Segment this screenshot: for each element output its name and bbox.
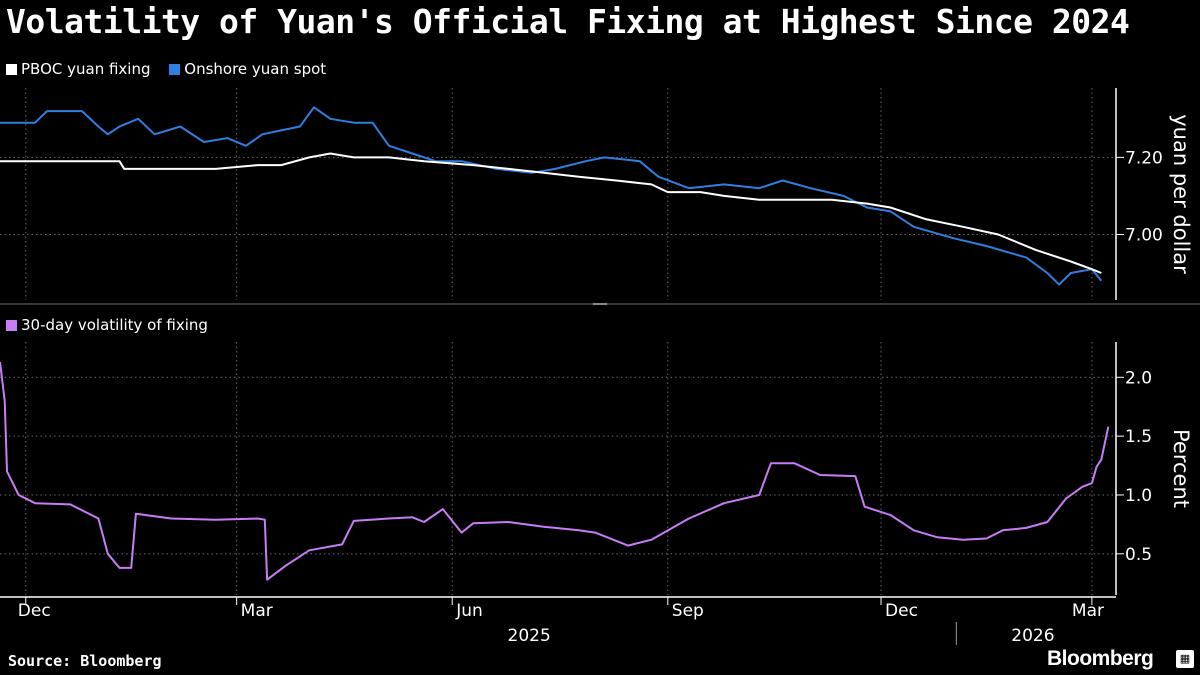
bloomberg-logo: Bloomberg bbox=[1047, 647, 1154, 670]
x-tick-label-5: Mar bbox=[1072, 601, 1104, 621]
series-line-bottom-0 bbox=[0, 361, 1110, 581]
series-line-top-1 bbox=[0, 106, 1103, 286]
legend-swatch-spot bbox=[169, 63, 181, 75]
y-tick-label-bottom-2: 1.5 bbox=[1125, 427, 1152, 447]
y-tick-label-top-0: 7.00 bbox=[1125, 225, 1163, 245]
legend-label-volatility: 30-day volatility of fixing bbox=[21, 316, 208, 334]
bloomberg-box-icon: ▦ bbox=[1176, 650, 1194, 668]
year-label-1: 2026 bbox=[1011, 626, 1054, 646]
source-note: Source: Bloomberg bbox=[8, 652, 162, 670]
y-tick-label-bottom-1: 1.0 bbox=[1125, 486, 1152, 506]
y-tick-label-top-1: 7.20 bbox=[1125, 148, 1163, 168]
x-tick-label-1: Mar bbox=[241, 601, 273, 621]
y-axis-label-bottom: Percent bbox=[1169, 429, 1193, 508]
x-tick-label-4: Dec bbox=[885, 601, 918, 621]
legend-top: PBOC yuan fixing Onshore yuan spot bbox=[6, 60, 340, 79]
y-tick-label-bottom-0: 0.5 bbox=[1125, 545, 1152, 565]
legend-swatch-fixing bbox=[6, 63, 17, 75]
legend-label-spot: Onshore yuan spot bbox=[184, 60, 327, 78]
y-tick-label-bottom-3: 2.0 bbox=[1125, 368, 1152, 388]
legend-item-spot: Onshore yuan spot bbox=[169, 60, 326, 78]
x-tick-label-2: Jun bbox=[455, 601, 483, 621]
legend-label-fixing: PBOC yuan fixing bbox=[21, 60, 151, 78]
x-tick-label-3: Sep bbox=[672, 601, 704, 621]
legend-item-fixing: PBOC yuan fixing bbox=[6, 60, 151, 78]
legend-item-volatility: 30-day volatility of fixing bbox=[6, 316, 208, 334]
legend-bottom: 30-day volatility of fixing bbox=[6, 316, 222, 335]
y-axis-label-top: yuan per dollar bbox=[1169, 114, 1193, 274]
x-tick-label-0: Dec bbox=[18, 601, 51, 621]
year-label-0: 2025 bbox=[508, 626, 551, 646]
chart-title: Volatility of Yuan's Official Fixing at … bbox=[6, 2, 1130, 41]
legend-swatch-volatility bbox=[6, 319, 17, 331]
series-line-top-0 bbox=[0, 152, 1102, 274]
